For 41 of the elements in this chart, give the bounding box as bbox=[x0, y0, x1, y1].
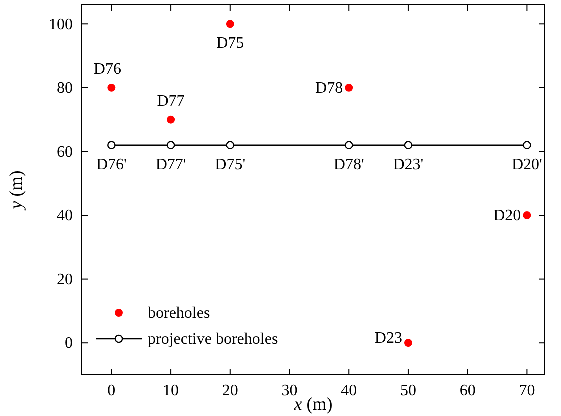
annotation: D20' bbox=[512, 156, 543, 174]
point bbox=[108, 84, 116, 92]
point bbox=[404, 141, 413, 150]
annotation: D78' bbox=[334, 156, 364, 174]
x-tick-label: 50 bbox=[400, 382, 416, 400]
point bbox=[226, 20, 234, 28]
x-tick-label: 10 bbox=[163, 382, 180, 400]
y-tick-label: 40 bbox=[57, 208, 73, 225]
annotation: D75' bbox=[215, 156, 246, 174]
legend-label: boreholes bbox=[148, 305, 210, 322]
point bbox=[226, 141, 235, 150]
y-tick-label: 100 bbox=[49, 16, 73, 34]
point bbox=[166, 141, 176, 150]
point bbox=[404, 339, 412, 348]
annotation: D76' bbox=[96, 156, 128, 174]
legend-label: projective boreholes bbox=[148, 331, 278, 348]
point bbox=[345, 84, 354, 92]
x-tick-label: 20 bbox=[222, 382, 238, 400]
point bbox=[523, 141, 532, 150]
annotation: D75 bbox=[216, 35, 244, 52]
x-tick-label: 40 bbox=[341, 382, 358, 400]
y-axis-title: y (m) bbox=[6, 170, 26, 212]
x-tick-label: 70 bbox=[519, 382, 536, 400]
annotation: D20 bbox=[494, 208, 522, 225]
y-tick-label: 0 bbox=[65, 335, 73, 352]
y-tick-label: 60 bbox=[57, 144, 73, 161]
x-tick-label: 30 bbox=[282, 382, 298, 400]
annotation: D77 bbox=[157, 92, 185, 110]
annotation: D77' bbox=[156, 156, 186, 174]
y-tick-label: 80 bbox=[57, 80, 73, 98]
y-tick-label: 20 bbox=[57, 271, 73, 288]
point bbox=[523, 212, 532, 220]
point bbox=[108, 141, 116, 150]
annotation: D23' bbox=[393, 156, 424, 174]
point bbox=[167, 116, 176, 124]
annotation: D78 bbox=[316, 80, 344, 97]
annotation: D23 bbox=[374, 330, 402, 348]
annotation: D76 bbox=[94, 60, 122, 78]
x-tick-label: 0 bbox=[108, 382, 116, 400]
x-tick-label: 60 bbox=[460, 382, 476, 400]
point bbox=[344, 141, 354, 150]
